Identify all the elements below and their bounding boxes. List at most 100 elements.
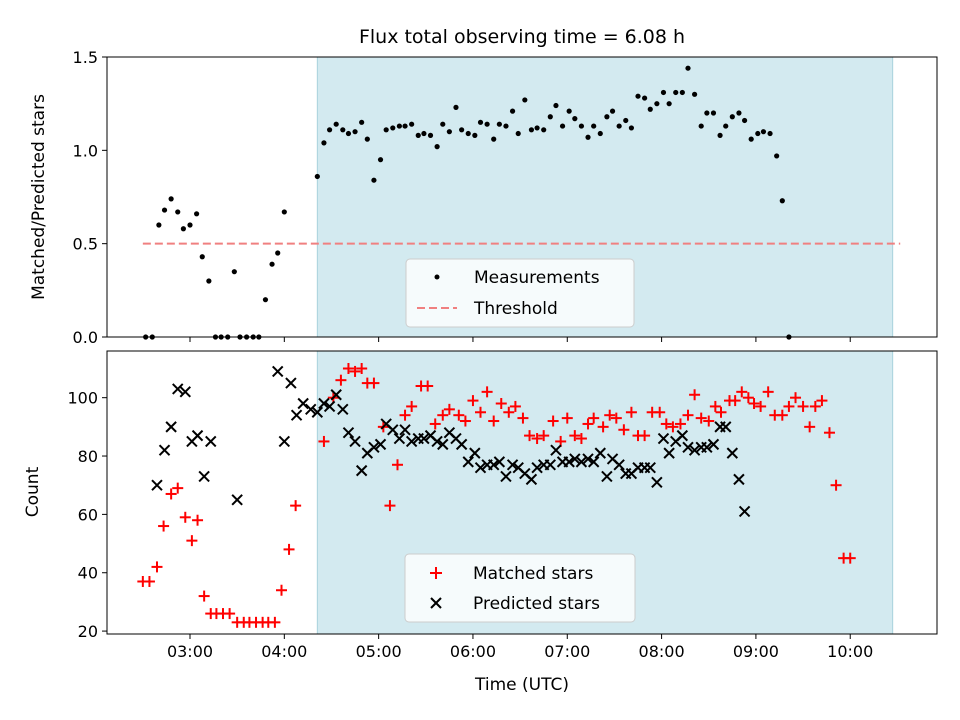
predicted-star-point bbox=[720, 421, 732, 433]
matched-star-point bbox=[158, 520, 170, 532]
predicted-star-point bbox=[191, 429, 204, 442]
matched-star-point bbox=[459, 415, 471, 427]
matched-star-point bbox=[531, 433, 543, 445]
matched-star-point bbox=[198, 590, 210, 602]
measurement-point bbox=[390, 125, 396, 131]
matched-star-point bbox=[809, 400, 821, 412]
matched-star-point bbox=[575, 433, 587, 445]
measurement-point bbox=[767, 130, 773, 137]
matched-star-point bbox=[729, 395, 741, 407]
predicted-star-point bbox=[305, 403, 317, 416]
predicted-star-point bbox=[469, 447, 481, 459]
predicted-star-point bbox=[738, 505, 751, 518]
measurement-point bbox=[352, 129, 358, 135]
bottom-y-tick-label: 20 bbox=[78, 622, 98, 641]
x-tick-label: 07:00 bbox=[544, 642, 590, 661]
predicted-star-point bbox=[726, 447, 739, 459]
predicted-star-point bbox=[172, 383, 184, 395]
top-axes-frame bbox=[106, 56, 938, 338]
measurement-point bbox=[515, 130, 521, 137]
measurement-point bbox=[692, 91, 698, 97]
predicted-star-point bbox=[272, 365, 284, 378]
measurement-point bbox=[541, 127, 547, 133]
measurement-point bbox=[396, 123, 402, 129]
predicted-star-point bbox=[393, 432, 406, 445]
matched-star-point bbox=[495, 398, 507, 410]
predicted-star-point bbox=[165, 421, 177, 433]
predicted-star-point bbox=[349, 435, 361, 448]
measurement-point bbox=[434, 144, 440, 150]
measurement-point bbox=[262, 297, 269, 303]
bottom-legend: Matched stars Predicted stars bbox=[404, 553, 636, 623]
predicted-star-point bbox=[594, 447, 606, 459]
predicted-star-point bbox=[337, 403, 349, 416]
measurement-point bbox=[717, 132, 723, 138]
matched-star-point bbox=[654, 406, 666, 418]
measurement-point bbox=[472, 132, 478, 138]
matched-star-point bbox=[742, 392, 754, 404]
x-tick-label: 08:00 bbox=[639, 642, 685, 661]
predicted-star-point bbox=[544, 459, 557, 471]
measurement-point bbox=[377, 157, 384, 163]
measurement-point bbox=[465, 130, 471, 137]
matched-star-point bbox=[547, 415, 559, 427]
top-y-tick-label: 0.5 bbox=[73, 235, 98, 254]
matched-star-point bbox=[356, 363, 368, 375]
matched-star-point bbox=[475, 406, 486, 418]
measurement-point bbox=[206, 278, 212, 284]
measurement-point bbox=[566, 108, 572, 114]
measurement-point bbox=[503, 123, 509, 129]
matched-star-point bbox=[610, 412, 622, 424]
measurement-point bbox=[748, 136, 754, 142]
bottom-y-axis-label: Count bbox=[23, 466, 43, 517]
measurement-point bbox=[666, 101, 672, 107]
measurement-point bbox=[402, 123, 408, 129]
bottom-y-tick-label: 40 bbox=[78, 564, 98, 583]
predicted-star-point bbox=[342, 426, 355, 439]
predicted-star-point bbox=[285, 377, 297, 389]
bottom-y-tick-label: 100 bbox=[67, 389, 98, 408]
matched-star-point bbox=[804, 421, 816, 433]
matched-star-point bbox=[517, 412, 529, 424]
predicted-star-point bbox=[297, 397, 309, 410]
matched-star-point bbox=[422, 380, 434, 392]
measurement-point bbox=[509, 108, 516, 114]
measurement-point bbox=[723, 123, 729, 129]
predicted-star-point bbox=[405, 435, 418, 448]
measurement-point bbox=[168, 196, 174, 202]
predicted-star-point bbox=[179, 386, 191, 398]
predicted-star-point bbox=[158, 444, 171, 456]
measurement-point bbox=[359, 119, 365, 125]
x-tick-label: 06:00 bbox=[450, 642, 496, 661]
measurement-point bbox=[528, 127, 535, 133]
predicted-star-point bbox=[437, 438, 449, 451]
matched-star-point bbox=[689, 389, 701, 401]
measurement-point bbox=[609, 108, 616, 114]
predicted-star-point bbox=[399, 424, 411, 436]
predicted-star-point bbox=[418, 432, 430, 445]
measurement-point bbox=[642, 95, 648, 101]
measurement-point bbox=[477, 119, 484, 125]
matched-star-point bbox=[776, 409, 788, 421]
predicted-star-point bbox=[613, 459, 625, 471]
bottom-legend-box bbox=[404, 553, 636, 623]
matched-star-point bbox=[275, 584, 287, 596]
matched-star-point bbox=[503, 406, 515, 418]
top-y-tick-label: 1.0 bbox=[73, 141, 98, 160]
matched-star-point bbox=[588, 412, 600, 424]
matched-star-point bbox=[797, 400, 809, 412]
measurement-point bbox=[647, 106, 653, 112]
predicted-star-point bbox=[431, 435, 443, 448]
top-legend-box bbox=[405, 258, 635, 328]
legend-threshold-label: Threshold bbox=[473, 299, 558, 319]
x-tick-label: 03:00 bbox=[167, 642, 213, 661]
legend-predicted-marker bbox=[430, 597, 442, 609]
top-point-layer bbox=[143, 65, 792, 340]
matched-star-point bbox=[283, 543, 295, 555]
predicted-star-point bbox=[355, 464, 368, 477]
matched-star-point bbox=[349, 365, 361, 377]
matched-star-point bbox=[790, 392, 802, 404]
matched-star-point bbox=[816, 395, 828, 407]
matched-star-point bbox=[582, 418, 594, 430]
matched-star-point bbox=[143, 575, 155, 587]
